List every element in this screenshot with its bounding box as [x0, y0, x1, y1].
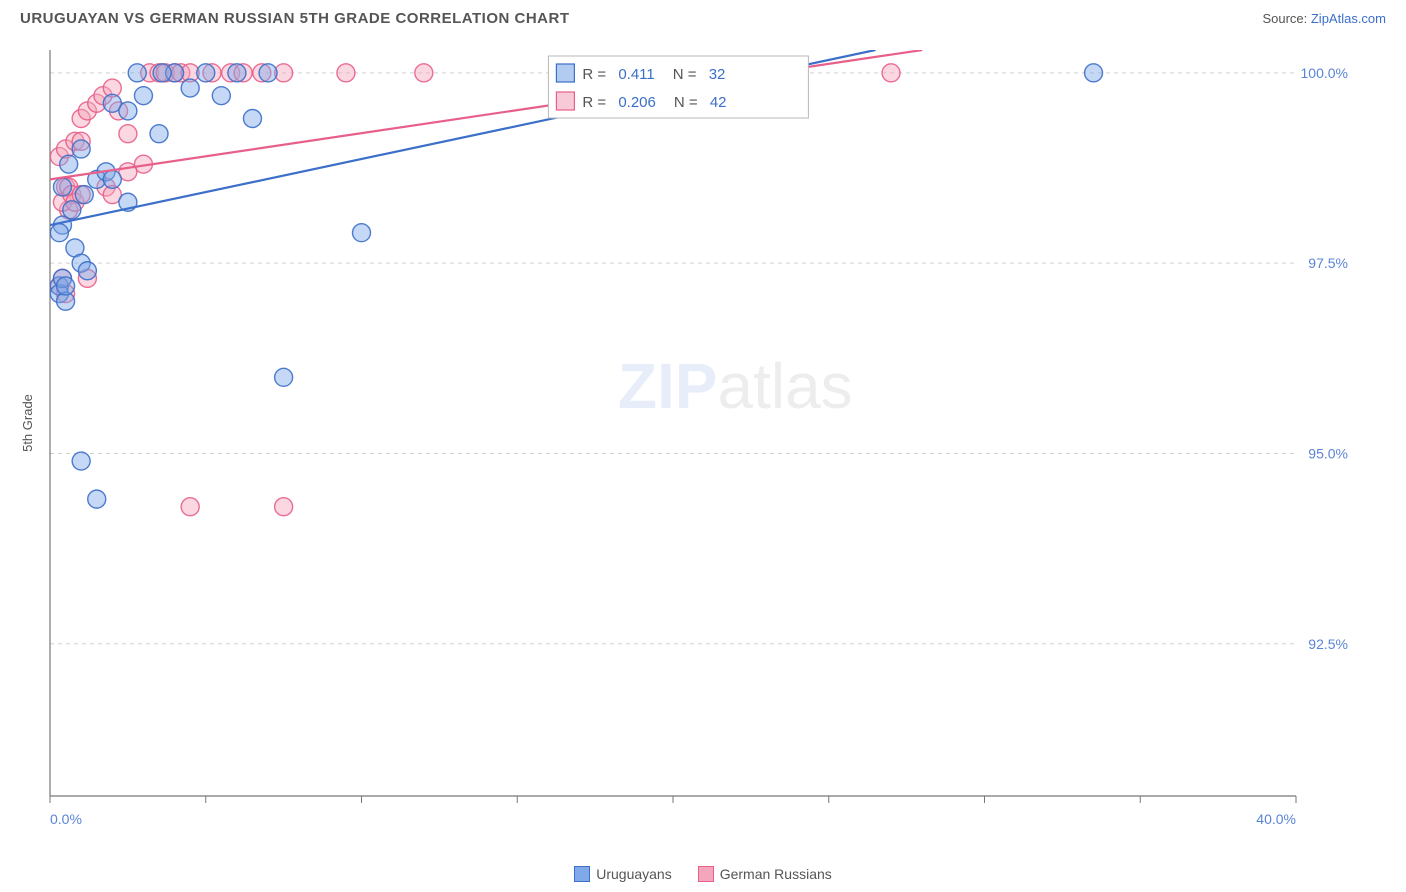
svg-text:95.0%: 95.0%	[1308, 445, 1348, 461]
bottom-legend: Uruguayans German Russians	[20, 866, 1386, 882]
source-link[interactable]: ZipAtlas.com	[1311, 11, 1386, 26]
svg-text:ZIPatlas: ZIPatlas	[618, 350, 853, 422]
scatter-chart-svg: 92.5% 95.0% 97.5% 100.0% ZIPatlas 0.0% 40.0% 5t…	[20, 44, 1386, 844]
legend-swatch	[574, 866, 590, 882]
svg-text:97.5%: 97.5%	[1308, 255, 1348, 271]
source-attribution: Source: ZipAtlas.com	[1262, 11, 1386, 26]
source-prefix: Source:	[1262, 11, 1310, 26]
svg-text:0.0%: 0.0%	[50, 811, 82, 827]
legend-label: German Russians	[720, 866, 832, 882]
svg-text:100.0%: 100.0%	[1301, 65, 1348, 81]
svg-text:92.5%: 92.5%	[1308, 636, 1348, 652]
legend-label: Uruguayans	[596, 866, 672, 882]
chart-title: URUGUAYAN VS GERMAN RUSSIAN 5TH GRADE CO…	[20, 10, 569, 27]
svg-text:40.0%: 40.0%	[1256, 811, 1296, 827]
legend-swatch	[698, 866, 714, 882]
svg-text:5th Grade: 5th Grade	[20, 394, 35, 452]
chart-area: 92.5% 95.0% 97.5% 100.0% ZIPatlas 0.0% 40.0% 5t…	[20, 44, 1386, 884]
